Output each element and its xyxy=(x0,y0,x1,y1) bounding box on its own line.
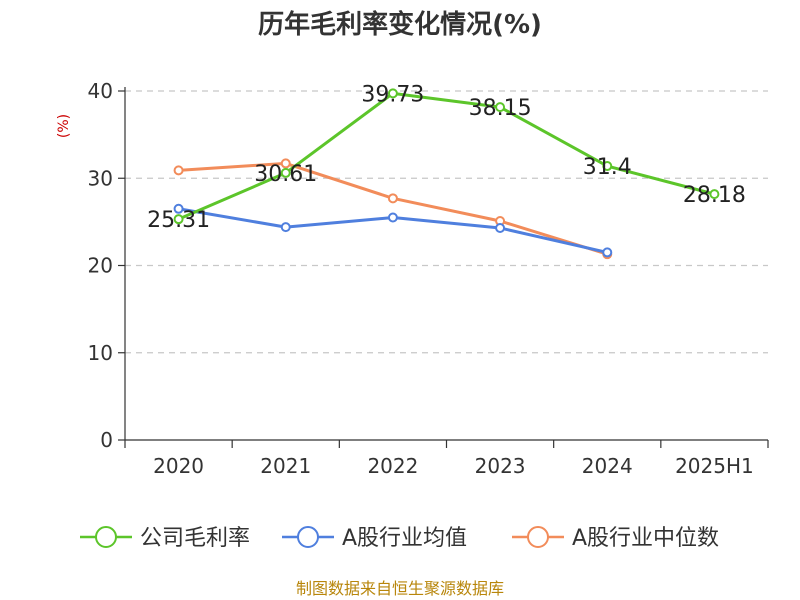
legend-label-2: A股行业中位数 xyxy=(572,526,719,551)
x-tick-label-2023: 2023 xyxy=(475,454,526,478)
data-label-2021: 30.61 xyxy=(254,162,317,187)
y-tick-label-30: 30 xyxy=(88,166,113,190)
axis-layer: 0 10 20 30 40 2020 2021 2022 2023 2024 2025H1 xyxy=(88,79,769,478)
y-tick-label-20: 20 xyxy=(88,254,113,278)
data-label-2022: 39.73 xyxy=(361,82,424,107)
series-0-point-2024 xyxy=(602,161,613,172)
data-label-2024: 31.4 xyxy=(583,155,632,180)
series-2-point-2022 xyxy=(387,193,398,204)
series-0-point-2025H1 xyxy=(709,189,720,200)
series-0-point-2020 xyxy=(173,214,184,225)
series-0-point-2023 xyxy=(495,102,506,113)
series-1-point-2022 xyxy=(387,212,398,223)
series-layer xyxy=(173,88,720,260)
grid-layer xyxy=(125,90,768,354)
series-0-point-2022 xyxy=(387,88,398,99)
series-1-point-2020 xyxy=(173,203,184,214)
x-tick-label-2024: 2024 xyxy=(582,454,633,478)
x-tick-label-2021: 2021 xyxy=(260,454,311,478)
series-2-point-2020 xyxy=(173,165,184,176)
x-tick-label-2022: 2022 xyxy=(367,454,418,478)
legend-label-1: A股行业均值 xyxy=(342,526,467,551)
legend-marker-1 xyxy=(297,526,319,548)
series-line-0 xyxy=(177,91,715,221)
legend-marker-0 xyxy=(95,526,117,548)
source-note: 制图数据来自恒生聚源数据库 xyxy=(296,579,504,598)
data-label-2020: 25.31 xyxy=(147,208,210,233)
legend-marker-2 xyxy=(527,526,549,548)
series-1-point-2023 xyxy=(495,222,506,233)
legend-label-0: 公司毛利率 xyxy=(140,526,250,551)
series-1-point-2024 xyxy=(602,247,613,258)
data-label-2023: 38.15 xyxy=(469,96,532,121)
series-1-point-2021 xyxy=(280,222,291,233)
series-line-2 xyxy=(178,161,608,256)
y-tick-label-0: 0 xyxy=(100,428,113,452)
y-tick-label-40: 40 xyxy=(88,79,113,103)
x-tick-label-2020: 2020 xyxy=(153,454,204,478)
series-2-point-2021 xyxy=(280,158,291,169)
data-label-2025H1: 28.18 xyxy=(683,183,746,208)
y-tick-label-10: 10 xyxy=(88,341,113,365)
x-tick-label-2025H1: 2025H1 xyxy=(675,454,754,478)
legend: 公司毛利率 A股行业均值 A股行业中位数 xyxy=(80,526,719,551)
data-label-layer: 25.31 30.61 39.73 38.15 31.4 28.18 xyxy=(147,82,746,233)
series-0-point-2021 xyxy=(280,167,291,178)
chart-title: 历年毛利率变化情况(%) xyxy=(258,9,542,40)
y-axis-label: (%) xyxy=(56,114,72,138)
